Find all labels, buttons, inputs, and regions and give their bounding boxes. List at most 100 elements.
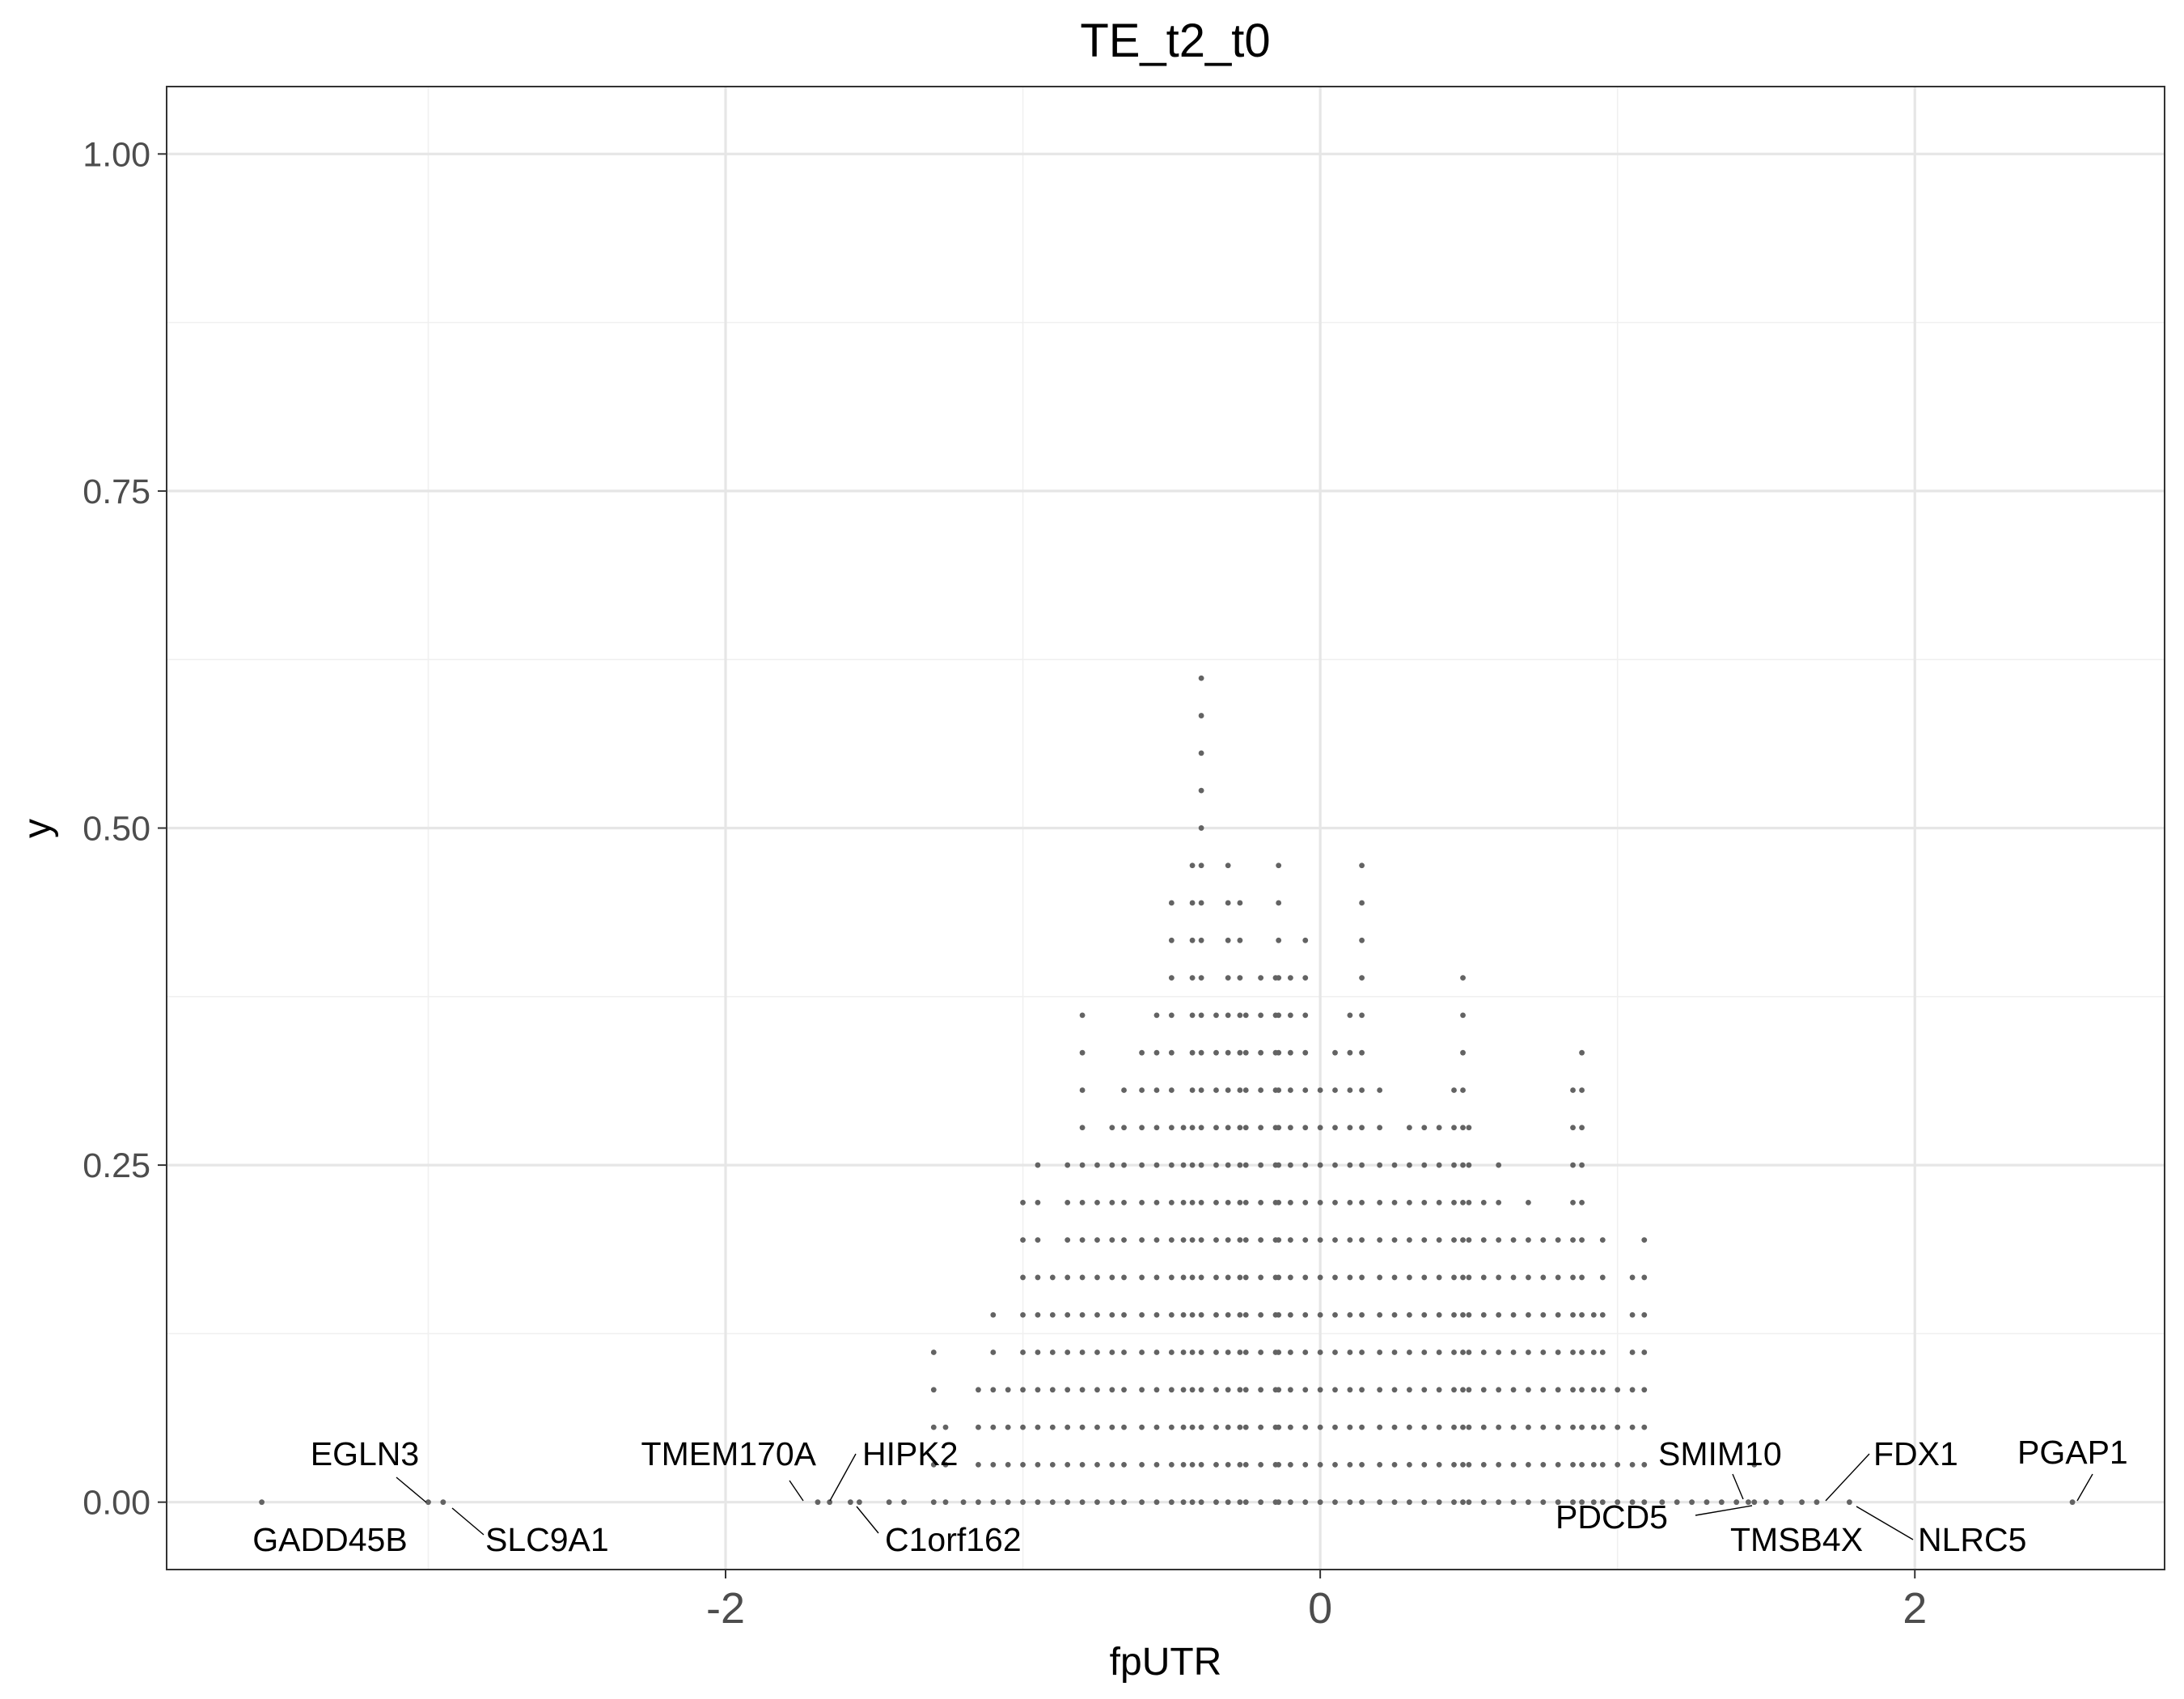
- data-point: [1168, 975, 1175, 981]
- data-point: [827, 1499, 833, 1506]
- data-point: [1599, 1349, 1606, 1355]
- data-point: [1599, 1274, 1606, 1281]
- data-point: [1258, 1049, 1264, 1056]
- data-point: [1198, 1049, 1204, 1056]
- data-point: [1436, 1125, 1442, 1131]
- data-point: [1121, 1461, 1127, 1468]
- data-point: [1139, 1424, 1145, 1430]
- data-point: [1109, 1162, 1115, 1168]
- data-point: [1641, 1387, 1648, 1393]
- data-point: [1555, 1237, 1561, 1244]
- data-point: [930, 1424, 937, 1430]
- data-point: [1198, 1087, 1204, 1093]
- data-point: [1153, 1162, 1160, 1168]
- data-point: [1020, 1311, 1026, 1318]
- data-point: [1237, 1012, 1243, 1019]
- data-point: [1225, 862, 1231, 869]
- data-point: [1421, 1499, 1428, 1506]
- data-point: [1629, 1387, 1636, 1393]
- data-point: [1391, 1387, 1398, 1393]
- data-point: [1168, 900, 1175, 906]
- y-tick-label: 0.75: [83, 472, 150, 511]
- data-point: [1302, 1125, 1309, 1131]
- data-point: [1466, 1274, 1472, 1281]
- data-point: [1317, 1125, 1323, 1131]
- data-point: [1629, 1311, 1636, 1318]
- data-point: [1079, 1199, 1086, 1205]
- data-point: [1570, 1349, 1576, 1355]
- data-point: [1579, 1461, 1585, 1468]
- data-point: [1302, 937, 1309, 943]
- data-point: [1189, 1237, 1196, 1244]
- data-point: [1510, 1274, 1517, 1281]
- data-point: [1139, 1349, 1145, 1355]
- data-point: [1213, 1162, 1219, 1168]
- data-point: [1377, 1387, 1383, 1393]
- data-point: [1460, 1237, 1466, 1244]
- data-point: [1406, 1311, 1412, 1318]
- data-point: [1570, 1274, 1576, 1281]
- data-point: [1287, 1087, 1293, 1093]
- data-point: [1460, 1424, 1466, 1430]
- data-point: [2069, 1499, 2076, 1506]
- annotation-leader-line: [1695, 1505, 1753, 1516]
- data-point: [1317, 1311, 1323, 1318]
- data-point: [1302, 1162, 1309, 1168]
- data-point: [1480, 1349, 1487, 1355]
- data-point: [1570, 1237, 1576, 1244]
- data-point: [1258, 1387, 1264, 1393]
- data-point: [1460, 1199, 1466, 1205]
- data-point: [1094, 1274, 1100, 1281]
- data-point: [1242, 1387, 1249, 1393]
- data-point: [1035, 1424, 1041, 1430]
- data-point: [942, 1499, 949, 1506]
- annotation-leader-line: [789, 1480, 804, 1502]
- annotation-label: SMIM10: [1658, 1435, 1782, 1472]
- data-point: [1347, 1087, 1353, 1093]
- data-point: [1406, 1349, 1412, 1355]
- data-point: [1121, 1349, 1127, 1355]
- data-point: [1496, 1162, 1502, 1168]
- data-point: [1276, 1424, 1282, 1430]
- x-tick-label: 0: [1308, 1584, 1332, 1633]
- data-point: [1480, 1461, 1487, 1468]
- data-point: [1359, 975, 1365, 981]
- data-point: [1198, 1461, 1204, 1468]
- data-point: [1332, 1162, 1338, 1168]
- data-point: [1436, 1387, 1442, 1393]
- data-point: [1746, 1499, 1751, 1506]
- data-point: [1237, 1349, 1243, 1355]
- data-point: [1258, 1125, 1264, 1131]
- data-point: [1451, 1274, 1457, 1281]
- data-point: [1049, 1461, 1056, 1468]
- data-point: [1020, 1424, 1026, 1430]
- data-point: [1302, 1199, 1309, 1205]
- data-point: [1480, 1311, 1487, 1318]
- data-point: [1555, 1461, 1561, 1468]
- data-point: [1480, 1499, 1487, 1506]
- data-point: [1466, 1499, 1472, 1506]
- x-tick-label: -2: [706, 1584, 745, 1633]
- annotation-label: HIPK2: [862, 1435, 959, 1472]
- data-point: [976, 1424, 981, 1430]
- data-point: [1332, 1087, 1338, 1093]
- data-point: [1035, 1387, 1041, 1393]
- annotation-leader-line: [1856, 1506, 1914, 1540]
- annotation-leader-line: [451, 1507, 485, 1536]
- data-point: [1079, 1461, 1086, 1468]
- data-point: [425, 1499, 431, 1506]
- data-point: [1020, 1387, 1026, 1393]
- data-point: [1570, 1125, 1576, 1131]
- data-point: [1237, 1461, 1243, 1468]
- data-point: [1496, 1349, 1502, 1355]
- data-point: [1064, 1499, 1071, 1506]
- data-point: [1406, 1274, 1412, 1281]
- data-point: [1629, 1424, 1636, 1430]
- data-point: [1526, 1424, 1531, 1430]
- data-point: [1590, 1311, 1597, 1318]
- data-point: [1064, 1461, 1071, 1468]
- data-point: [1540, 1499, 1547, 1506]
- data-point: [1496, 1237, 1502, 1244]
- data-point: [1377, 1125, 1383, 1131]
- data-point: [1359, 1162, 1365, 1168]
